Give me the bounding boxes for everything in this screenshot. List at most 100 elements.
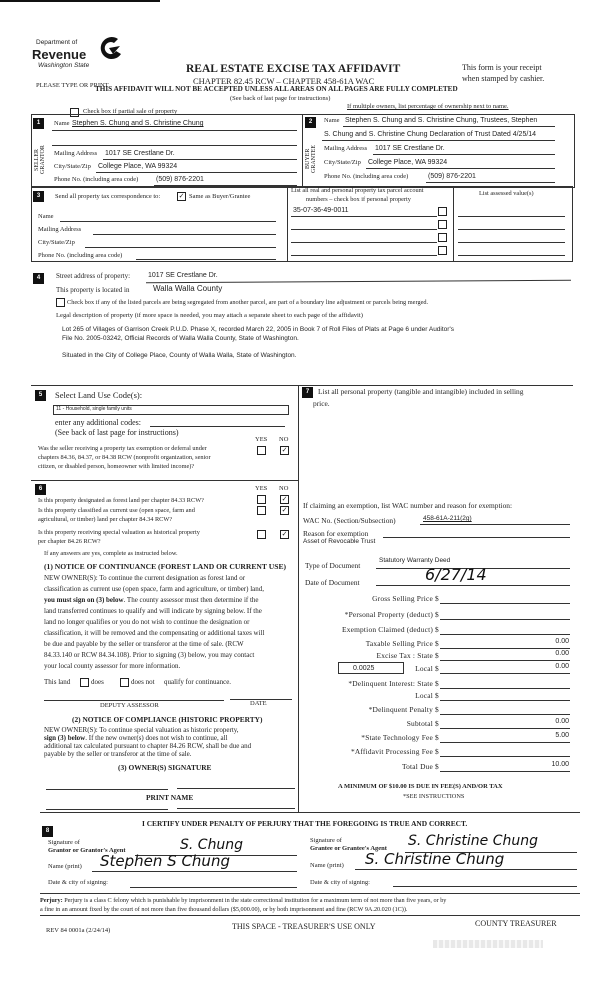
personal-property-label-1: List all personal property (tangible and… [318,387,524,396]
exemption-question-3: citizen, or disabled person, homeowner w… [38,463,195,470]
amount-label: *Personal Property (deduct) [344,610,433,619]
amount-value[interactable]: 0.00 [555,650,569,657]
buyer-name-1[interactable]: Stephen S. Chung and S. Christine Chung,… [345,117,538,124]
does-qualify-checkbox[interactable] [80,678,89,687]
parcel-number-line [291,216,437,217]
seller-side-label: SELLER GRANTOR [34,142,46,178]
buyer-name-2[interactable]: S. Chung and S. Christine Chung Declarat… [324,131,537,138]
notice-1-line-5: land no longer qualifies or you do not w… [44,618,250,626]
grantor-printed-name[interactable]: Stephen S Chung [100,852,230,870]
seller-name-line-2[interactable] [52,145,297,146]
assessed-value-field[interactable] [458,255,565,256]
historic-no-checkbox[interactable] [280,530,289,539]
personal-property-checkbox[interactable] [438,246,447,255]
personal-property-field[interactable] [304,412,570,472]
print-name-line-1[interactable] [46,809,168,810]
buyer-mailing[interactable]: 1017 SE Crestlane Dr. [375,145,445,152]
currency-sign: $ [435,705,439,714]
does-not-label: does not [131,678,155,686]
street-line [146,279,571,284]
partial-sale-checkbox[interactable] [70,108,79,117]
corr-name-field[interactable] [60,221,276,222]
amount-value[interactable]: 0.00 [555,638,569,645]
parcel-header-1: List all real and personal property tax … [291,187,424,194]
county-treasurer: COUNTY TREASURER [475,919,557,928]
buyer-city-line [366,168,555,169]
county[interactable]: Walla Walla County [153,284,223,293]
owner-signature-line-2[interactable] [177,788,295,789]
amount-label: *State Technology Fee [361,733,433,742]
currency-sign: $ [435,610,439,619]
treasurer-space: THIS SPACE - TREASURER'S USE ONLY [232,922,376,931]
section-8-badge: 8 [42,826,53,837]
wac-number[interactable]: 458-61A-211(2g) [423,515,472,522]
grantee-date-field[interactable] [393,886,577,887]
segregated-checkbox[interactable] [56,298,65,307]
print-name-line-2[interactable] [177,808,295,809]
exemption-yes-checkbox[interactable] [257,446,266,455]
seller-phone-line [154,185,297,186]
current-use-yes-checkbox[interactable] [257,506,266,515]
amount-value[interactable]: 5.00 [555,732,569,739]
forest-question: Is this property designated as forest la… [38,497,204,504]
grantee-signature[interactable]: S. Christine Chung [408,833,538,849]
amount-value[interactable]: 10.00 [551,761,569,768]
personal-property-checkbox[interactable] [438,220,447,229]
doc-type[interactable]: Statutory Warranty Deed [379,557,451,564]
buyer-phone[interactable]: (509) 876-2201 [428,173,476,180]
forest-no-checkbox[interactable] [280,495,289,504]
land-use-select[interactable]: 11 - Household, single family units [53,405,289,415]
buyer-city[interactable]: College Place, WA 99324 [368,159,448,166]
corr-phone-field[interactable] [136,259,276,260]
seller-city[interactable]: College Place, WA 99324 [98,163,178,170]
form-title: REAL ESTATE EXCISE TAX AFFIDAVIT [186,63,401,75]
seller-name[interactable]: Stephen S. Chung and S. Christine Chung [72,120,204,127]
personal-property-checkbox[interactable] [438,207,447,216]
deputy-date-line[interactable] [230,699,292,700]
section-5-badge: 5 [35,390,46,401]
grantor-name-line [92,871,297,872]
exemption-reason[interactable]: Asset of Revocable Trust [303,538,376,545]
parcel-number[interactable]: 35-07-36-49-0011 [293,207,349,214]
grantor-date-field[interactable] [130,887,297,888]
assessed-value-field[interactable] [458,242,565,243]
corr-mailing-field[interactable] [93,234,276,235]
personal-property-checkbox[interactable] [438,233,447,242]
grantor-signature[interactable]: S. Chung [180,837,244,853]
land-use-see-back: (See back of last page for instructions) [55,428,179,437]
historic-yes-checkbox[interactable] [257,530,266,539]
current-use-no-checkbox[interactable] [280,506,289,515]
no-header-6: NO [279,485,289,492]
assessed-value-field[interactable] [458,229,565,230]
same-as-buyer-label: Same as Buyer/Grantee [189,193,251,200]
amount-label: Excise Tax : State [376,651,433,660]
doc-date[interactable]: 6/27/14 [425,565,487,584]
seller-mailing[interactable]: 1017 SE Crestlane Dr. [105,150,175,157]
deputy-assessor-signature-line[interactable] [44,700,224,701]
currency-sign: $ [435,679,439,688]
assessed-value-field[interactable] [458,216,565,217]
legal-label: Legal description of property (if more s… [56,312,363,319]
amount-value[interactable]: 0.00 [555,663,569,670]
amount-value[interactable]: 0.00 [555,718,569,725]
exemption-no-checkbox[interactable] [280,446,289,455]
seller-mailing-label: Mailing Address [54,150,98,157]
forest-yes-checkbox[interactable] [257,495,266,504]
additional-codes-field[interactable] [150,426,285,427]
amount-line [440,771,570,772]
grantor-sig-label-2: Grantor or Grantor's Agent [48,847,126,854]
owner-signature-line-1[interactable] [46,789,168,790]
corr-city-field[interactable] [85,247,276,248]
same-as-buyer-checkbox[interactable] [177,192,186,201]
segregated-label: Check box if any of the listed parcels a… [67,299,429,306]
section-3-box [31,186,573,262]
personal-property-label-2: price. [313,399,330,408]
grantor-sig-line [135,855,297,856]
local-rate-box[interactable]: 0.0025 [338,662,404,674]
grantee-printed-name[interactable]: S. Christine Chung [365,850,505,868]
does-not-qualify-checkbox[interactable] [120,678,129,687]
street-address[interactable]: 1017 SE Crestlane Dr. [148,272,218,279]
reason-line [383,537,570,538]
grantee-date-label: Date & city of signing: [310,879,370,886]
seller-phone[interactable]: (509) 876-2201 [156,176,204,183]
